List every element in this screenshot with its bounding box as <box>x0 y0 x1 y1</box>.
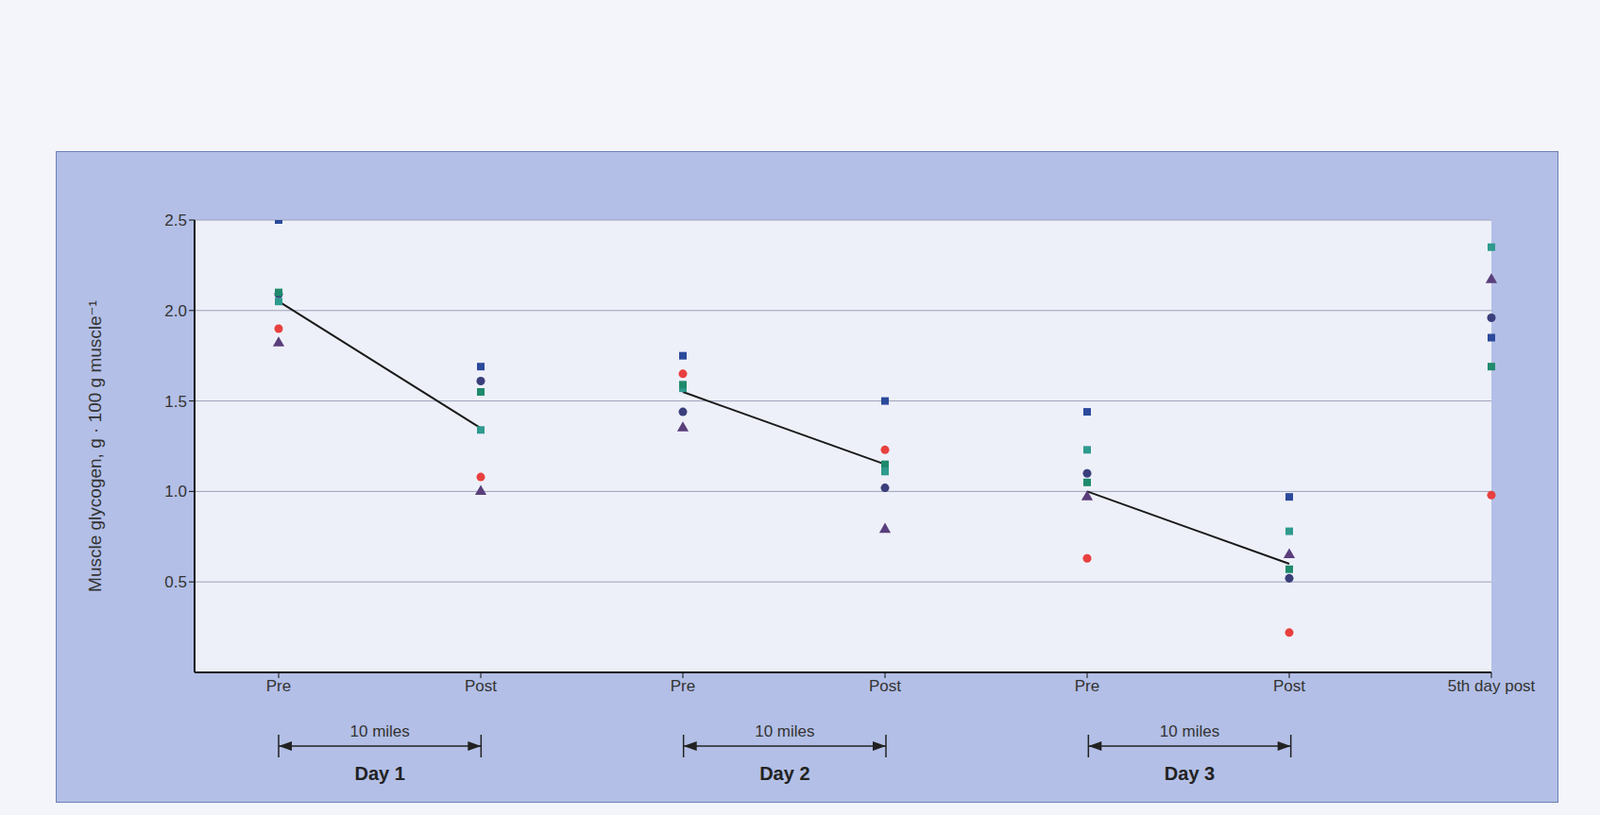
svg-text:2.0: 2.0 <box>164 302 188 321</box>
svg-text:Post: Post <box>464 677 497 696</box>
svg-text:Pre: Pre <box>266 677 291 696</box>
svg-text:Muscle glycogen, g · 100 g mus: Muscle glycogen, g · 100 g muscle⁻¹ <box>85 300 105 593</box>
svg-text:Pre: Pre <box>670 677 696 696</box>
svg-text:Pre: Pre <box>1074 677 1100 696</box>
svg-text:1.0: 1.0 <box>164 482 188 501</box>
svg-text:Post: Post <box>1273 677 1306 696</box>
svg-text:Day 1: Day 1 <box>354 763 405 784</box>
svg-text:Post: Post <box>868 677 902 696</box>
svg-text:10 miles: 10 miles <box>754 722 815 741</box>
svg-text:10 miles: 10 miles <box>350 722 410 741</box>
svg-text:2.5: 2.5 <box>164 211 188 230</box>
svg-text:5th day post: 5th day post <box>1447 677 1536 696</box>
svg-text:1.5: 1.5 <box>164 392 188 411</box>
svg-text:10 miles: 10 miles <box>1159 722 1220 741</box>
svg-text:Day 2: Day 2 <box>759 763 810 784</box>
svg-text:Day 3: Day 3 <box>1164 763 1215 784</box>
svg-text:0.5: 0.5 <box>164 573 188 592</box>
